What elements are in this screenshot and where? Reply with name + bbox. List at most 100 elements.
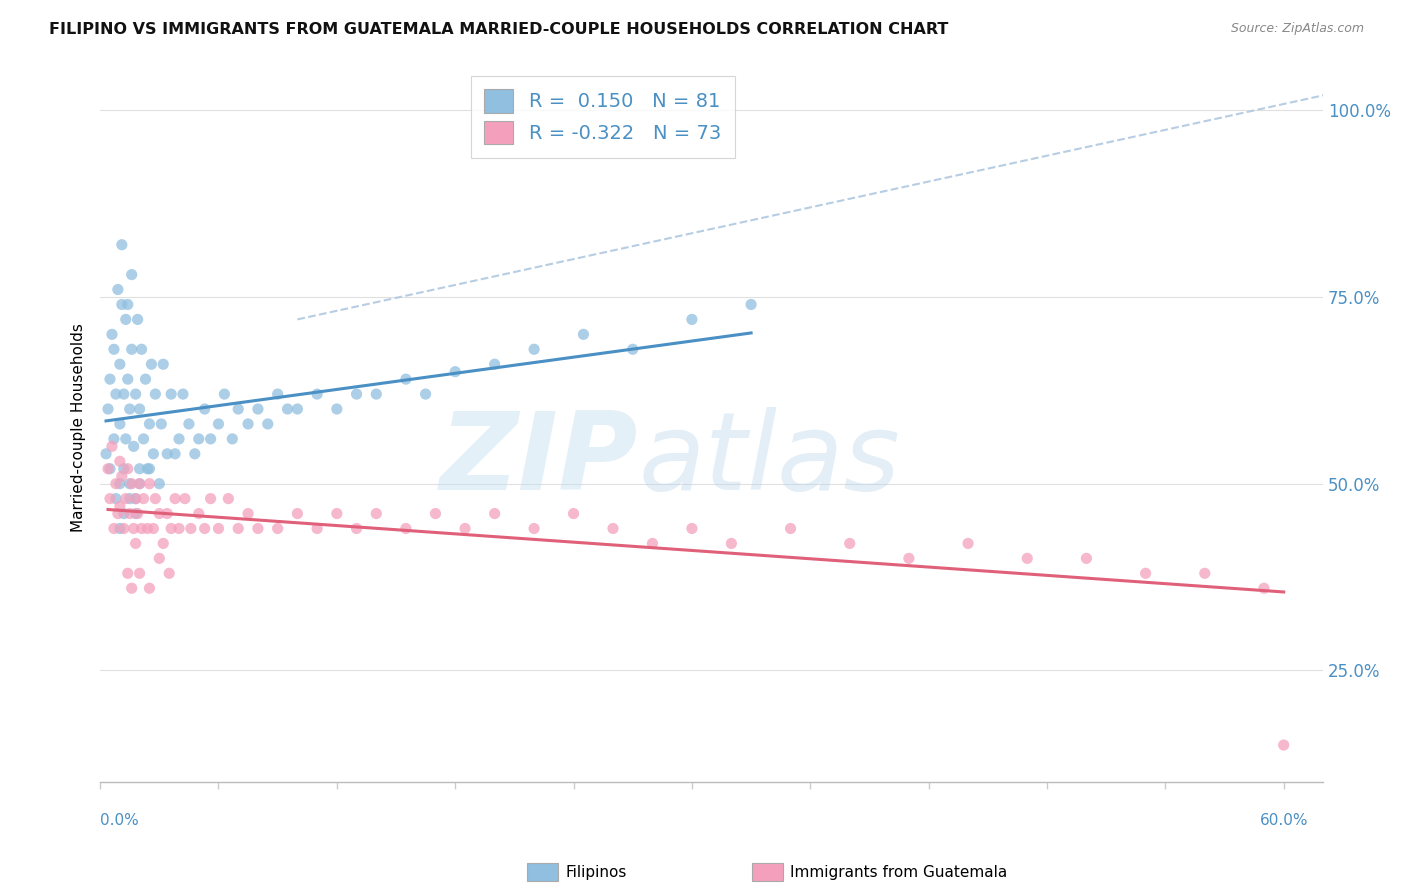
Point	[160, 387, 183, 401]
Point	[131, 521, 153, 535]
Point	[167, 521, 190, 535]
Point	[184, 447, 207, 461]
Text: Source: ZipAtlas.com: Source: ZipAtlas.com	[1230, 22, 1364, 36]
Point	[122, 521, 145, 535]
Point	[101, 327, 124, 342]
Text: FILIPINO VS IMMIGRANTS FROM GUATEMALA MARRIED-COUPLE HOUSEHOLDS CORRELATION CHAR: FILIPINO VS IMMIGRANTS FROM GUATEMALA MA…	[49, 22, 949, 37]
Point	[326, 402, 349, 417]
Point	[246, 521, 269, 535]
Point	[194, 402, 217, 417]
Point	[395, 372, 418, 386]
Point	[214, 387, 236, 401]
Point	[207, 521, 229, 535]
Point	[108, 476, 131, 491]
Point	[108, 499, 131, 513]
Point	[167, 432, 190, 446]
Point	[221, 432, 243, 446]
Point	[720, 536, 742, 550]
Point	[98, 372, 121, 386]
Point	[118, 402, 141, 417]
Point	[128, 402, 150, 417]
Point	[108, 357, 131, 371]
Point	[681, 521, 703, 535]
Point	[1253, 581, 1275, 595]
Point	[121, 268, 143, 282]
Point	[156, 447, 179, 461]
Point	[148, 507, 170, 521]
Point	[621, 343, 644, 357]
Point	[142, 447, 165, 461]
Point	[128, 566, 150, 581]
Point	[97, 402, 120, 417]
Point	[124, 387, 146, 401]
Point	[194, 521, 217, 535]
Point	[108, 521, 131, 535]
Point	[256, 417, 278, 431]
Y-axis label: Married-couple Households: Married-couple Households	[72, 323, 86, 533]
Point	[121, 476, 143, 491]
Point	[127, 507, 149, 521]
Point	[165, 491, 187, 506]
Point	[157, 566, 180, 581]
Point	[523, 521, 546, 535]
Point	[148, 476, 170, 491]
Point	[200, 491, 222, 506]
Point	[174, 491, 197, 506]
Point	[454, 521, 477, 535]
Point	[226, 521, 249, 535]
Point	[562, 507, 585, 521]
Point	[326, 507, 349, 521]
Point	[346, 387, 368, 401]
Point	[1135, 566, 1157, 581]
Point	[98, 491, 121, 506]
Point	[187, 507, 209, 521]
Text: Immigrants from Guatemala: Immigrants from Guatemala	[790, 865, 1008, 880]
Point	[266, 387, 288, 401]
Point	[180, 521, 202, 535]
Point	[114, 312, 136, 326]
Point	[484, 507, 506, 521]
Point	[98, 462, 121, 476]
Point	[307, 521, 329, 535]
Point	[104, 476, 127, 491]
Point	[103, 432, 125, 446]
Point	[143, 387, 166, 401]
Point	[366, 387, 388, 401]
Point	[132, 432, 155, 446]
Point	[152, 536, 174, 550]
Point	[121, 343, 143, 357]
Point	[127, 312, 149, 326]
Point	[307, 387, 329, 401]
Point	[124, 536, 146, 550]
Point	[124, 491, 146, 506]
Point	[217, 491, 239, 506]
Point	[117, 566, 139, 581]
Point	[117, 462, 139, 476]
Point	[172, 387, 194, 401]
Point	[395, 521, 418, 535]
Point	[187, 432, 209, 446]
Point	[117, 297, 139, 311]
Point	[200, 432, 222, 446]
Point	[523, 343, 546, 357]
Point	[128, 476, 150, 491]
Point	[104, 387, 127, 401]
Point	[1272, 738, 1295, 752]
Point	[572, 327, 595, 342]
Point	[94, 447, 117, 461]
Point	[276, 402, 298, 417]
Point	[246, 402, 269, 417]
Point	[681, 312, 703, 326]
Point	[1076, 551, 1098, 566]
Point	[108, 417, 131, 431]
Point	[112, 462, 135, 476]
Point	[108, 454, 131, 468]
Point	[122, 439, 145, 453]
Text: 60.0%: 60.0%	[1260, 813, 1308, 828]
Point	[1194, 566, 1216, 581]
Point	[897, 551, 920, 566]
Point	[838, 536, 860, 550]
Point	[346, 521, 368, 535]
Point	[103, 343, 125, 357]
Point	[134, 372, 156, 386]
